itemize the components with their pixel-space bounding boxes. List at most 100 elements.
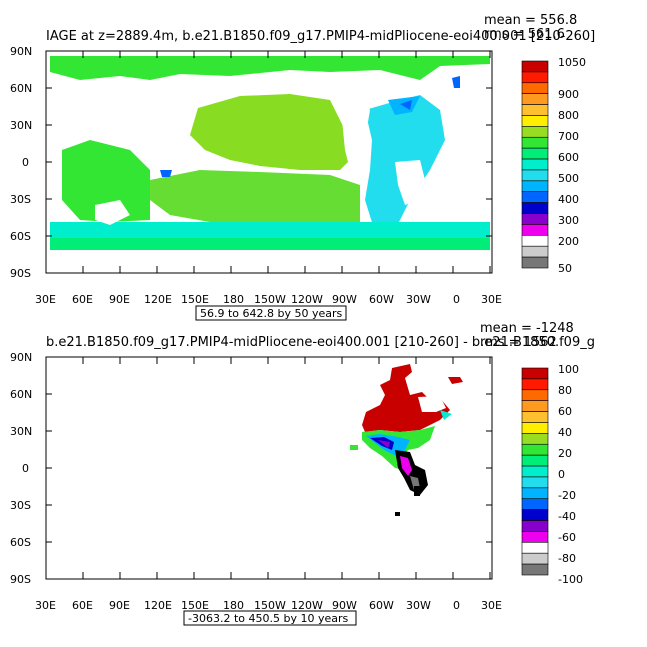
colorbar-swatch (521, 213, 549, 225)
panel-2-lon-label: 150E (181, 599, 209, 612)
panel-2-colorbar-label: 60 (558, 405, 572, 418)
panel-2-lat-label: 0 (22, 462, 29, 475)
colorbar-swatch (521, 158, 549, 171)
panel-2-lon-label: 120W (291, 599, 323, 612)
panel-1-colorbar-label: 200 (558, 235, 579, 248)
colorbar-swatch (521, 256, 549, 269)
colorbar-swatch (521, 509, 549, 521)
colorbar-swatch (521, 169, 549, 182)
panel-2-lat-axis: 90N 60N 30N 0 30S 60S 90S (10, 351, 492, 586)
colorbar-swatch (521, 104, 549, 116)
colorbar-swatch (521, 191, 549, 203)
panel-1-colorbar-label: 500 (558, 172, 579, 185)
colorbar-swatch (521, 422, 549, 434)
colorbar-swatch (521, 531, 549, 543)
panel-1-colorbar-label: 800 (558, 109, 579, 122)
panel-2-title: b.e21.B1850.f09_g17.PMIP4-midPliocene-eo… (46, 335, 595, 350)
panel-1: IAGE at z=2889.4m, b.e21.B1850.f09_g17.P… (10, 13, 595, 321)
panel-1-colorbar (521, 60, 549, 269)
panel-1-range-box (195, 305, 347, 321)
panel-2-lon-label: 120E (144, 599, 172, 612)
panel-2-colorbar-label: 0 (558, 468, 565, 481)
panel-2-map (350, 364, 463, 516)
panel-1-lat-label: 60N (10, 82, 32, 95)
panel-2-colorbar-label: -20 (558, 489, 576, 502)
panel-2-colorbar-label: -80 (558, 552, 576, 565)
panel-2-lon-label: 150W (254, 599, 286, 612)
panel-2-colorbar-label: -60 (558, 531, 576, 544)
panel-2-colorbar-label: -40 (558, 510, 576, 523)
panel-1-lon-label: 150E (181, 293, 209, 306)
panel-2-colorbar-labels: 100 80 60 40 20 0 -20 -40 -60 -80 -100 (558, 363, 583, 586)
panel-1-colorbar-label: 600 (558, 151, 579, 164)
panel-2-frame (45, 356, 493, 580)
panel-2-lon-label: 30E (481, 599, 502, 612)
panel-2-lat-label: 90N (10, 351, 32, 364)
panel-1-mean: mean = 556.8 (484, 13, 577, 28)
colorbar-swatch (521, 400, 549, 412)
panel-1-lon-label: 150W (254, 293, 286, 306)
panel-1-lon-label: 60W (369, 293, 394, 306)
colorbar-swatch (521, 542, 549, 554)
panel-2-colorbar (521, 367, 549, 576)
colorbar-swatch (521, 552, 549, 565)
panel-2-lon-label: 60E (72, 599, 93, 612)
colorbar-swatch (521, 180, 549, 193)
panel-2: b.e21.B1850.f09_g17.PMIP4-midPliocene-eo… (10, 321, 595, 626)
colorbar-swatch (521, 465, 549, 478)
panel-2-lon-label: 30E (35, 599, 56, 612)
panel-2-lon-label: 180 (223, 599, 244, 612)
panel-1-colorbar-label: 900 (558, 88, 579, 101)
panel-2-lat-label: 90S (10, 573, 31, 586)
panel-2-lon-label: 0 (453, 599, 460, 612)
panel-2-range-note: -3063.2 to 450.5 by 10 years (188, 612, 349, 625)
panel-1-colorbar-labels: 1050 900 800 700 600 500 400 300 200 50 (558, 56, 586, 275)
colorbar-swatch (521, 411, 549, 423)
panel-1-lon-label: 120W (291, 293, 323, 306)
panel-1-rms: rms = 561.6 (484, 27, 565, 42)
panel-1-lat-label: 30N (10, 119, 32, 132)
panel-2-lat-label: 60S (10, 536, 31, 549)
panel-1-lat-axis: 90N 60N 30N 0 30S 60S 90S (10, 45, 492, 280)
panel-1-lat-label: 30S (10, 193, 31, 206)
panel-2-lon-label: 90W (332, 599, 357, 612)
colorbar-swatch (521, 443, 549, 456)
colorbar-swatch (521, 389, 549, 401)
panel-2-rms: rms = 1562 (480, 335, 557, 350)
panel-2-colorbar-label: 80 (558, 384, 572, 397)
panel-2-colorbar-label: 100 (558, 363, 579, 376)
panel-2-colorbar-label: -100 (558, 573, 583, 586)
panel-1-lon-label: 180 (223, 293, 244, 306)
colorbar-swatch (521, 93, 549, 105)
colorbar-swatch (521, 245, 549, 258)
panel-2-lon-label: 60W (369, 599, 394, 612)
panel-1-lon-label: 60E (72, 293, 93, 306)
panel-1-colorbar-label: 1050 (558, 56, 586, 69)
panel-2-mean: mean = -1248 (480, 321, 574, 336)
colorbar-swatch (521, 235, 549, 247)
panel-1-colorbar-label: 50 (558, 262, 572, 275)
colorbar-swatch (521, 487, 549, 500)
colorbar-swatch (521, 71, 549, 84)
colorbar-swatch (521, 82, 549, 94)
colorbar-swatch (521, 224, 549, 236)
colorbar-swatch (521, 476, 549, 489)
panel-2-lon-label: 30W (406, 599, 431, 612)
colorbar-swatch (521, 454, 549, 467)
colorbar-swatch (521, 498, 549, 510)
panel-2-range-box (183, 610, 357, 626)
panel-1-lon-label: 30W (406, 293, 431, 306)
colorbar-swatch (521, 520, 549, 532)
panel-1-lon-label: 0 (453, 293, 460, 306)
panel-1-colorbar-label: 400 (558, 193, 579, 206)
panel-1-lat-label: 0 (22, 156, 29, 169)
colorbar-swatch (521, 563, 549, 576)
panel-1-lon-label: 120E (144, 293, 172, 306)
panel-1-lon-axis: 30E 60E 90E 120E 150E 180 150W 120W 90W … (35, 51, 502, 306)
colorbar-swatch (521, 433, 549, 445)
panel-1-range-note: 56.9 to 642.8 by 50 years (200, 307, 343, 320)
panel-1-lat-label: 90N (10, 45, 32, 58)
panel-1-lon-label: 30E (481, 293, 502, 306)
panel-1-colorbar-label: 700 (558, 130, 579, 143)
